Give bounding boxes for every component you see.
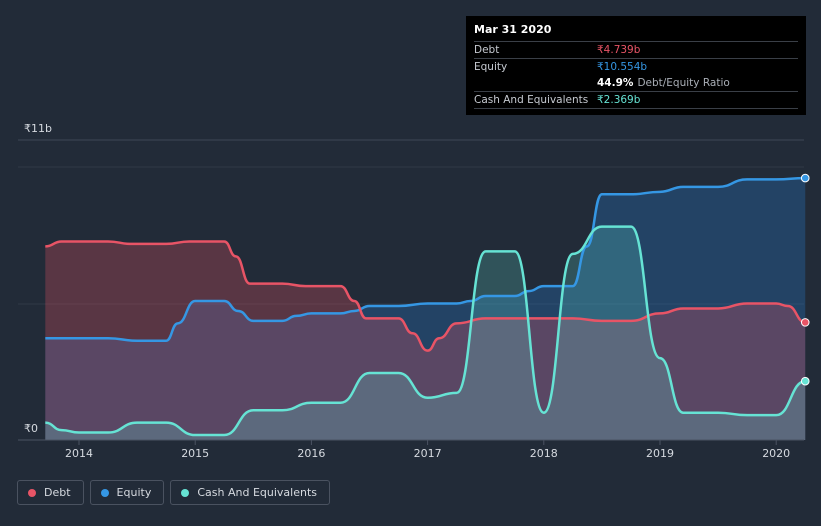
x-tick-label: 2017 (414, 447, 442, 460)
area-debt (45, 241, 806, 440)
y-tick-label-zero: ₹0 (24, 422, 38, 435)
legend-item-debt[interactable]: Debt (17, 480, 84, 505)
line-debt (45, 240, 806, 352)
series-lines (45, 176, 806, 437)
area-cash-and-equivalents (45, 226, 806, 440)
tooltip-debt-value: ₹4.739b (597, 44, 641, 56)
tooltip-cash-row: Cash And Equivalents ₹2.369b (474, 91, 798, 109)
series-areas (45, 178, 806, 440)
line-cash-and-equivalents (45, 225, 806, 437)
tooltip-equity-label: Equity (474, 61, 508, 73)
legend-dot-debt-icon (28, 488, 36, 497)
tooltip-equity-row: Equity ₹10.554b (474, 58, 798, 75)
legend-label-cash: Cash And Equivalents (197, 486, 317, 499)
point-equity-last (800, 173, 810, 183)
line-equity (45, 176, 806, 342)
x-tick-label: 2020 (762, 447, 790, 460)
axes: ₹11b ₹0 2014 2015 2016 2017 2018 2019 2020 (18, 122, 804, 460)
x-tick-label: 2016 (297, 447, 325, 460)
legend-label-debt: Debt (44, 486, 71, 499)
tooltip-equity-value: ₹10.554b (597, 61, 648, 73)
legend-label-equity: Equity (116, 486, 152, 499)
end-markers (800, 173, 810, 386)
tooltip-date: Mar 31 2020 (474, 23, 552, 36)
area-equity (45, 178, 806, 440)
tooltip-ratio-row: 44.9% Debt/Equity Ratio (474, 75, 798, 91)
x-tick-label: 2019 (646, 447, 674, 460)
legend-dot-cash-icon (181, 488, 190, 497)
tooltip-debt-label: Debt (474, 44, 500, 56)
tooltip-panel: Mar 31 2020 Debt ₹4.739b Equity ₹10.554b… (466, 16, 806, 115)
legend-item-cash[interactable]: Cash And Equivalents (170, 480, 330, 505)
y-tick-label-top: ₹11b (24, 122, 52, 135)
x-tick-label: 2018 (530, 447, 558, 460)
point-debt-last (800, 318, 810, 327)
chart-legend: Debt Equity Cash And Equivalents (17, 480, 330, 505)
tooltip-ratio-value: 44.9% (597, 77, 634, 89)
legend-dot-equity-icon (100, 488, 109, 497)
x-tick-label: 2015 (181, 447, 209, 460)
tooltip-cash-label: Cash And Equivalents (474, 94, 589, 106)
tooltip-debt-row: Debt ₹4.739b (474, 41, 798, 58)
tooltip-cash-value: ₹2.369b (597, 94, 641, 106)
x-tick-label: 2014 (65, 447, 93, 460)
tooltip-ratio-label: Debt/Equity Ratio (637, 77, 730, 89)
legend-item-equity[interactable]: Equity (89, 480, 165, 505)
point-cash-and-equivalents-last (800, 376, 810, 386)
